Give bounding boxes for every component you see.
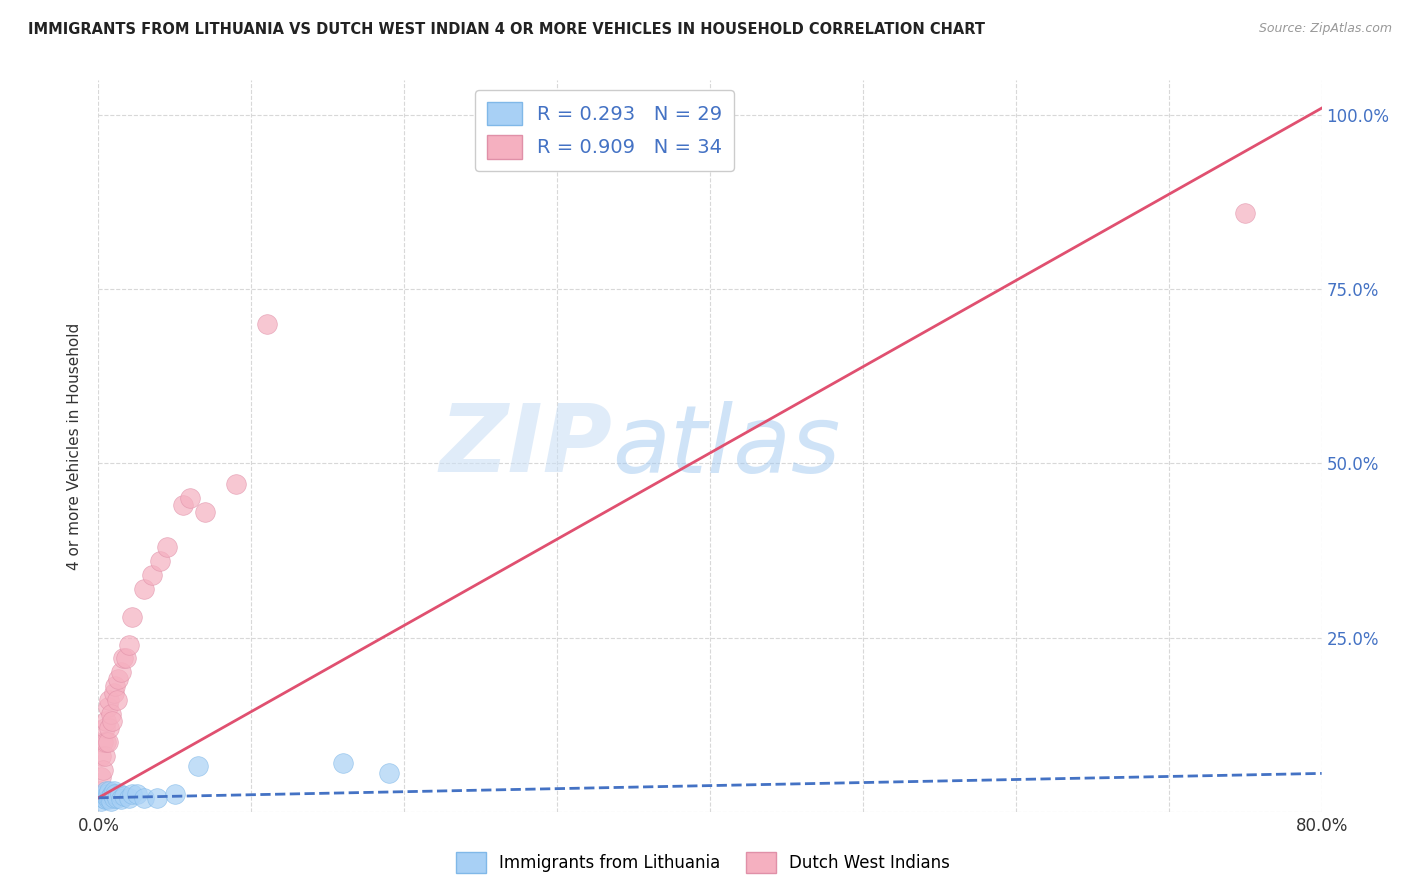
Point: [93, 792, 115, 806]
Point: [98, 721, 121, 735]
Text: atlas: atlas: [612, 401, 841, 491]
Point: [172, 498, 194, 512]
Point: [101, 714, 124, 728]
Point: [107, 673, 129, 687]
Point: [93, 749, 115, 764]
Point: [1234, 205, 1257, 219]
Point: [141, 567, 163, 582]
Point: [100, 789, 122, 804]
Point: [104, 787, 127, 801]
Point: [378, 766, 401, 780]
Point: [194, 505, 217, 519]
Text: ZIP: ZIP: [439, 400, 612, 492]
Legend: R = 0.293   N = 29, R = 0.909   N = 34: R = 0.293 N = 29, R = 0.909 N = 34: [475, 90, 734, 170]
Point: [121, 787, 143, 801]
Point: [149, 554, 172, 568]
Text: Source: ZipAtlas.com: Source: ZipAtlas.com: [1258, 22, 1392, 36]
Point: [97, 792, 120, 806]
Point: [98, 693, 121, 707]
Point: [108, 787, 131, 801]
Point: [97, 787, 120, 801]
Point: [93, 721, 115, 735]
Legend: Immigrants from Lithuania, Dutch West Indians: Immigrants from Lithuania, Dutch West In…: [450, 846, 956, 880]
Point: [110, 792, 132, 806]
Point: [94, 789, 117, 804]
Point: [118, 790, 141, 805]
Point: [187, 759, 209, 773]
Point: [90, 749, 112, 764]
Point: [105, 693, 128, 707]
Point: [112, 789, 135, 804]
Point: [103, 686, 125, 700]
Point: [179, 491, 201, 506]
Point: [91, 790, 114, 805]
Point: [90, 770, 112, 784]
Text: IMMIGRANTS FROM LITHUANIA VS DUTCH WEST INDIAN 4 OR MORE VEHICLES IN HOUSEHOLD C: IMMIGRANTS FROM LITHUANIA VS DUTCH WEST …: [28, 22, 986, 37]
Point: [104, 679, 127, 693]
Point: [125, 787, 148, 801]
Point: [100, 707, 122, 722]
Point: [163, 787, 186, 801]
Y-axis label: 4 or more Vehicles in Household: 4 or more Vehicles in Household: [67, 322, 83, 570]
Point: [111, 651, 134, 665]
Point: [156, 540, 179, 554]
Point: [134, 790, 156, 805]
Point: [103, 784, 125, 798]
Point: [89, 784, 111, 798]
Point: [100, 794, 122, 808]
Point: [332, 756, 354, 770]
Point: [115, 651, 138, 665]
Point: [134, 582, 156, 596]
Point: [98, 790, 121, 805]
Point: [93, 787, 115, 801]
Point: [256, 317, 278, 331]
Point: [94, 735, 117, 749]
Point: [110, 665, 132, 680]
Point: [97, 700, 120, 714]
Point: [98, 784, 121, 798]
Point: [118, 638, 141, 652]
Point: [94, 784, 117, 798]
Point: [97, 735, 120, 749]
Point: [225, 477, 247, 491]
Point: [90, 794, 112, 808]
Point: [91, 763, 114, 777]
Point: [121, 609, 143, 624]
Point: [91, 735, 114, 749]
Point: [101, 787, 124, 801]
Point: [103, 790, 125, 805]
Point: [145, 790, 167, 805]
Point: [94, 714, 117, 728]
Point: [105, 790, 128, 805]
